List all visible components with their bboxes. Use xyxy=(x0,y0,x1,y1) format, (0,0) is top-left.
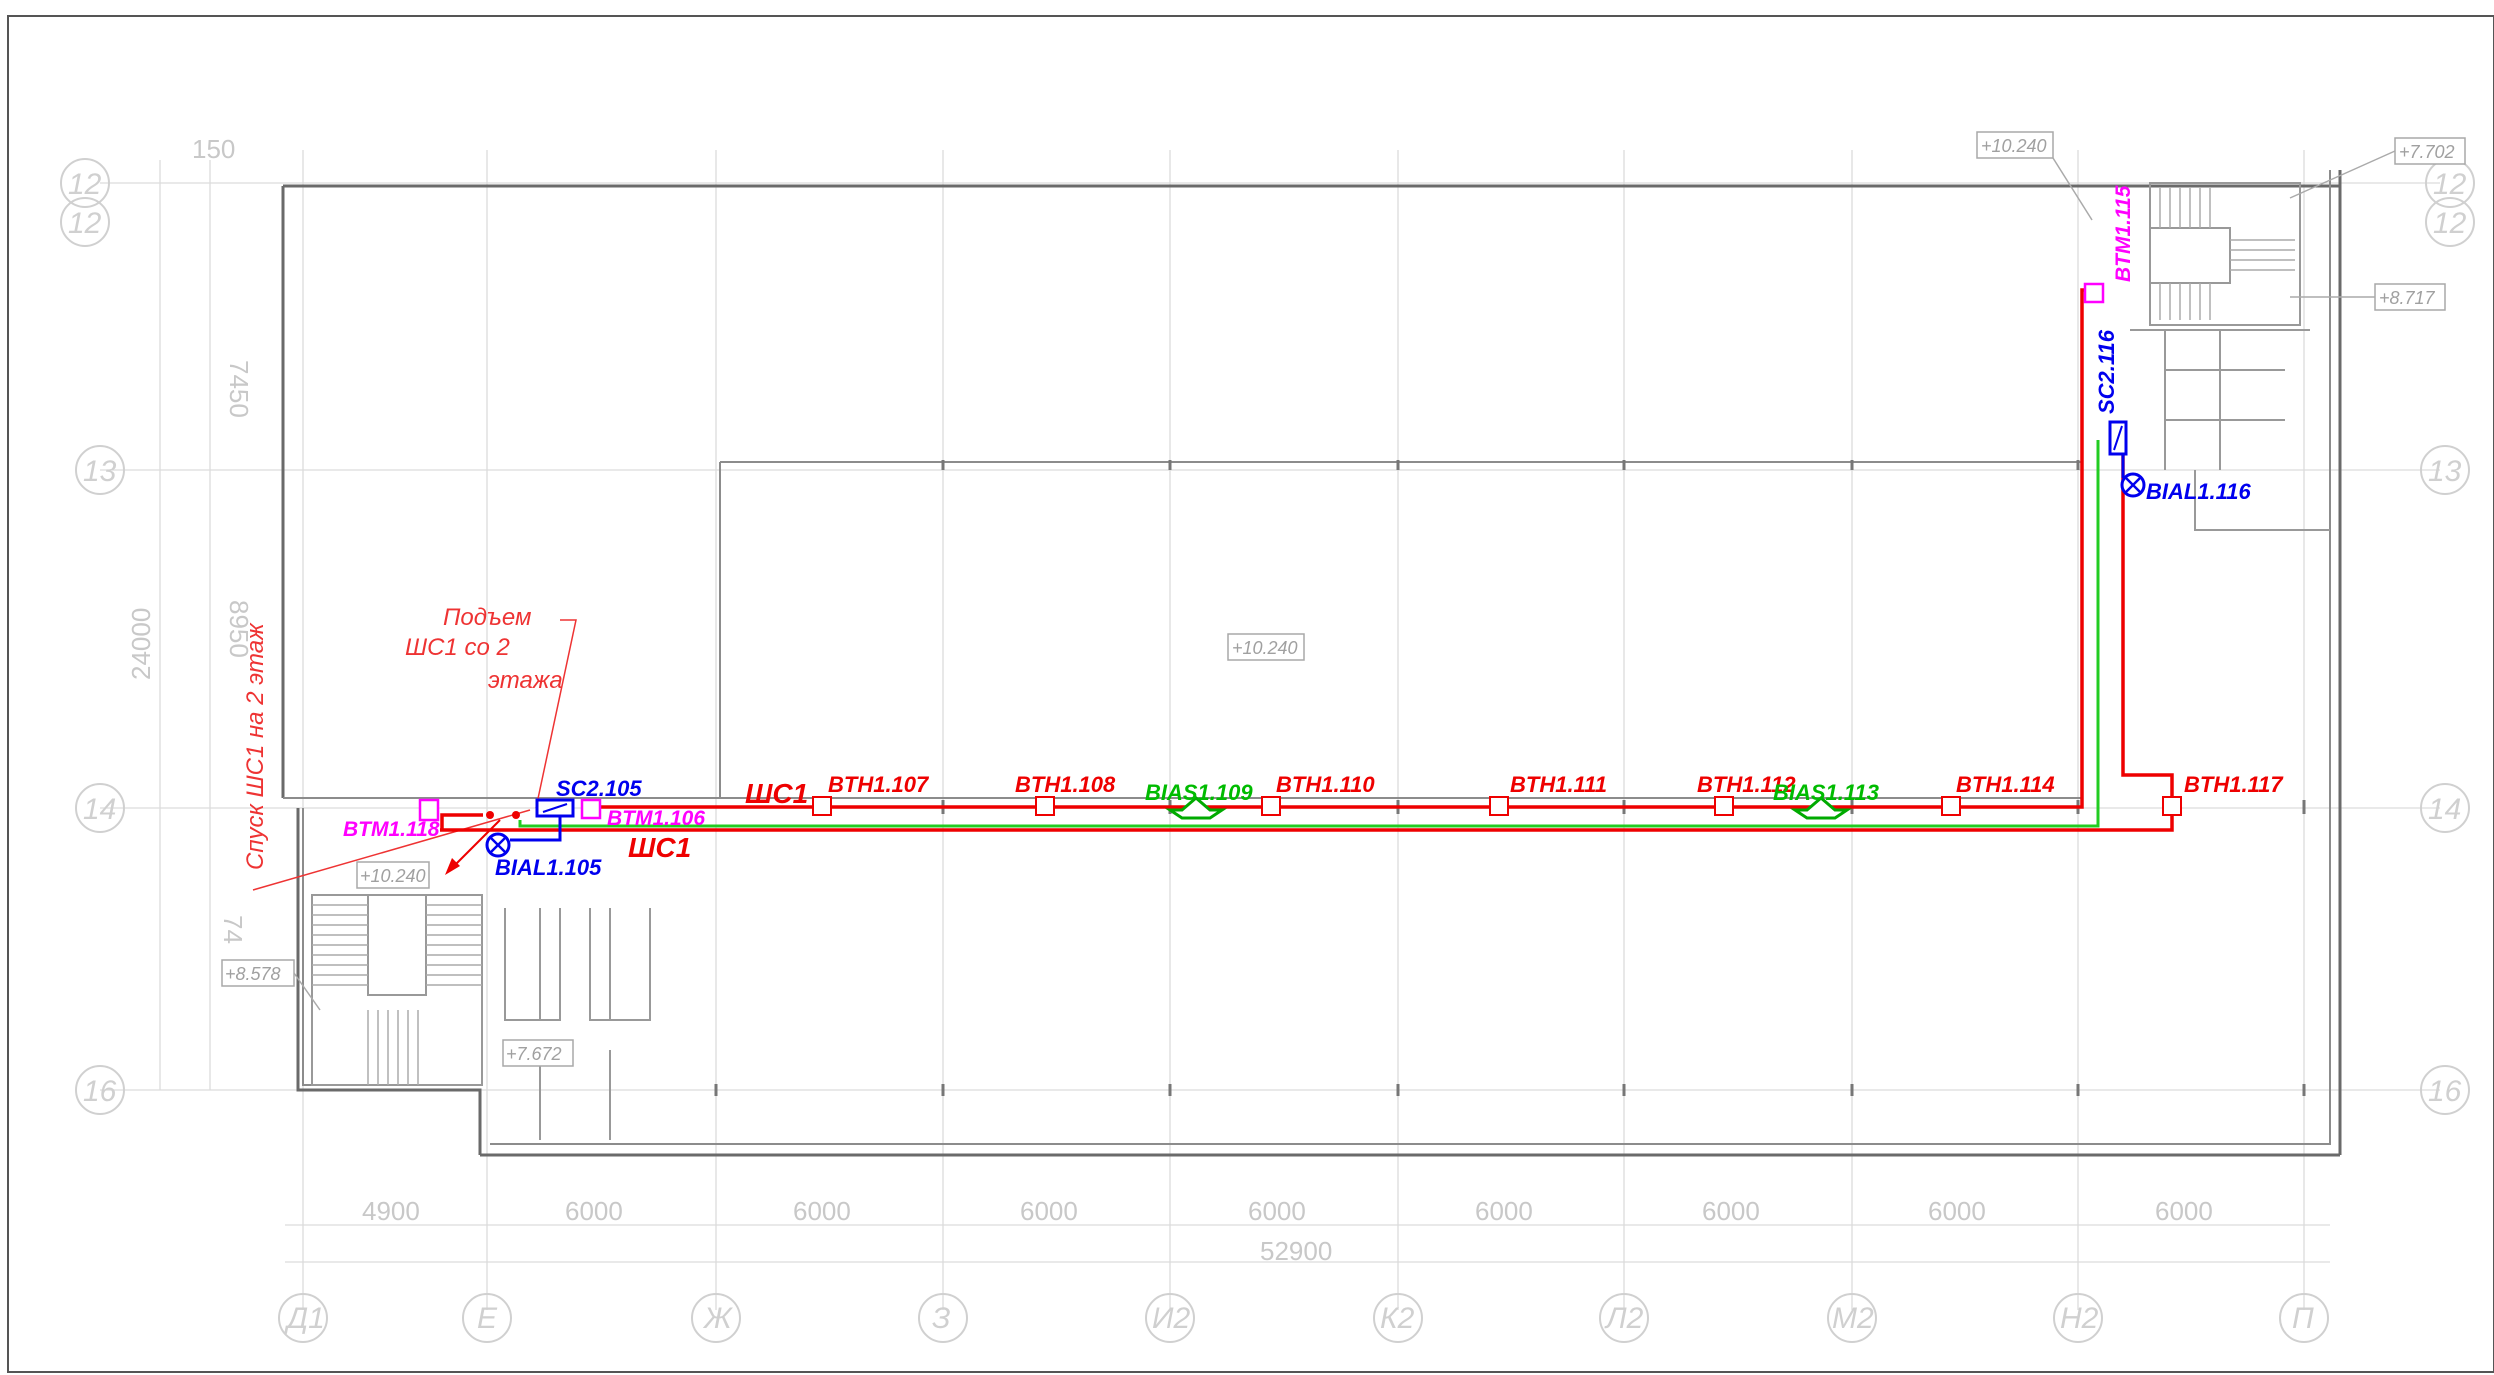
label-btm-1118: BTM1.118 xyxy=(343,818,440,841)
axis-col-6: К2 xyxy=(1380,1302,1415,1335)
dim-bottom-6000-2: 6000 xyxy=(793,1196,851,1226)
bias-1109-icon xyxy=(1165,796,1227,820)
siren-devices: BIAS1.109 BIAS1.113 xyxy=(1145,780,1879,820)
btm-1115-icon xyxy=(2083,282,2105,304)
bth-1117-icon xyxy=(2162,796,2182,816)
junction-dot-1 xyxy=(486,811,494,819)
dim-bottom-6000-5: 6000 xyxy=(1475,1196,1533,1226)
axis-row-12-left: 12 xyxy=(68,168,102,201)
dim-total-52900: 52900 xyxy=(1260,1236,1332,1266)
axis-row-13-left: 13 xyxy=(83,455,117,488)
wiring xyxy=(440,288,2174,842)
label-loop-top: ШС1 xyxy=(745,778,808,809)
note-rise-line-2: ШС1 со 2 xyxy=(405,634,510,661)
level-marks: +10.240 +10.240 +7.702 +8.717 +10.240 +8… xyxy=(221,131,2466,1067)
dim-bottom-6000-7: 6000 xyxy=(1928,1196,1986,1226)
axis-col-1: Д1 xyxy=(284,1302,325,1335)
btm-1106-icon xyxy=(580,798,602,820)
dim-bottom-6000-8: 6000 xyxy=(2155,1196,2213,1226)
label-loop-bottom: ШС1 xyxy=(628,832,691,863)
label-bth-1108: BTH1.108 xyxy=(1015,772,1116,797)
dim-24000: 24000 xyxy=(126,608,156,680)
bth-1108-icon xyxy=(1035,796,1055,816)
label-sc-2105: SC2.105 xyxy=(556,776,642,801)
blue-devices: SC2.105 BIAL1.105 SC2.116 BIAL1.116 xyxy=(485,329,2252,880)
label-bth-1110: BTH1.110 xyxy=(1276,772,1375,797)
dim-bottom-6000-3: 6000 xyxy=(1020,1196,1078,1226)
manual-call-points: BTM1.118 BTM1.106 BTM1.115 xyxy=(343,185,2135,841)
axis-col-5: И2 xyxy=(1152,1302,1190,1335)
row-axis-markers: 12 12 12 12 13 13 14 14 16 16 xyxy=(60,158,2475,1115)
label-bth-1112: BTH1.112 xyxy=(1697,772,1796,797)
dim-bottom-4900: 4900 xyxy=(362,1196,420,1226)
level-top-right-a: +10.240 xyxy=(1981,136,2047,156)
dimensions: 150 7450 8950 24000 74 4900 6000 6000 60… xyxy=(126,134,2213,1266)
axis-col-2: Е xyxy=(477,1302,498,1335)
label-bth-1114: BTH1.114 xyxy=(1956,772,2055,797)
label-bial-1116: BIAL1.116 xyxy=(2146,479,2252,504)
level-top-right-b: +7.702 xyxy=(2399,142,2455,162)
axis-col-7: Л2 xyxy=(1604,1302,1644,1335)
axis-col-10: П xyxy=(2292,1302,2314,1335)
dim-74-bottom: 74 xyxy=(218,915,248,944)
bth-1111-icon xyxy=(1489,796,1509,816)
red-devices: BTH1.107 BTH1.108 BTH1.110 BTH1.111 BTH1… xyxy=(486,772,2284,863)
axis-row-12b-right: 12 xyxy=(2433,207,2467,240)
axis-row-12-right: 12 xyxy=(2433,168,2467,201)
label-sc-2116: SC2.116 xyxy=(2094,329,2119,414)
axis-row-13-right: 13 xyxy=(2428,455,2462,488)
bth-1114-icon xyxy=(1941,796,1961,816)
axis-row-14-left: 14 xyxy=(83,793,116,826)
axis-col-9: Н2 xyxy=(2060,1302,2099,1335)
bth-1112-icon xyxy=(1714,796,1734,816)
bth-1107-icon xyxy=(812,796,832,816)
axis-row-16-right: 16 xyxy=(2428,1075,2462,1108)
label-bias-1113: BIAS1.113 xyxy=(1773,780,1879,805)
building-walls xyxy=(281,170,2342,1157)
level-stair-left-c: +7.672 xyxy=(506,1044,562,1064)
dim-bottom-6000-4: 6000 xyxy=(1248,1196,1306,1226)
dim-8950: 8950 xyxy=(224,600,254,658)
axis-row-12b-left: 12 xyxy=(68,207,102,240)
notes: Подъем ШС1 со 2 этажа Спуск ШС1 на 2 эта… xyxy=(242,604,577,891)
bias-1113-icon xyxy=(1790,796,1852,820)
drawing-frame xyxy=(7,15,2494,1373)
dim-bottom-6000-6: 6000 xyxy=(1702,1196,1760,1226)
axis-col-8: М2 xyxy=(1832,1302,1874,1335)
label-bias-1109: BIAS1.109 xyxy=(1145,780,1253,805)
axis-row-16-left: 16 xyxy=(83,1075,117,1108)
btm-1118-icon xyxy=(418,798,440,822)
axis-col-3: Ж xyxy=(702,1302,733,1335)
level-hall: +10.240 xyxy=(1232,638,1298,658)
label-bth-1117: BTH1.117 xyxy=(2184,772,2284,797)
note-descent: Спуск ШС1 на 2 этаж xyxy=(242,622,269,870)
column-axis-markers: Д1 Е Ж З И2 К2 Л2 М2 Н2 П xyxy=(278,1293,2329,1343)
dim-7450-top: 7450 xyxy=(224,360,254,418)
dim-bottom-6000-1: 6000 xyxy=(565,1196,623,1226)
level-stair-left-a: +10.240 xyxy=(360,866,426,886)
level-stair-left-b: +8.578 xyxy=(225,964,281,984)
axis-row-14-right: 14 xyxy=(2428,793,2461,826)
note-rise-line-1: Подъем xyxy=(443,604,531,631)
dim-top-150: 150 xyxy=(192,134,235,164)
label-btm-1115: BTM1.115 xyxy=(2112,185,2135,282)
axis-col-4: З xyxy=(932,1302,950,1335)
level-top-right-c: +8.717 xyxy=(2379,288,2436,308)
label-bth-1107: BTH1.107 xyxy=(828,772,930,797)
bth-1110-icon xyxy=(1261,796,1281,816)
label-bth-1111: BTH1.111 xyxy=(1510,772,1607,797)
label-btm-1106: BTM1.106 xyxy=(607,807,705,830)
grid-lines xyxy=(100,150,2440,1310)
junction-dot-2 xyxy=(512,811,520,819)
note-rise-line-3: этажа xyxy=(488,667,563,694)
label-bial-1105: BIAL1.105 xyxy=(495,855,602,880)
